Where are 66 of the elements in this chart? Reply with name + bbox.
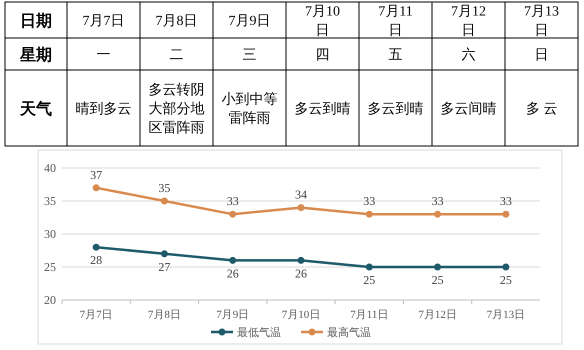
legend-label: 最高气温	[327, 326, 371, 339]
text: 多云到晴	[368, 102, 424, 117]
point	[434, 264, 442, 270]
y-tick-label: 20	[44, 293, 56, 307]
x-tick-label: 7月11日	[350, 309, 388, 321]
point	[160, 198, 168, 204]
point	[229, 256, 236, 264]
text: 7月8日	[156, 14, 198, 29]
data-label: 27	[158, 260, 170, 274]
point	[92, 244, 100, 251]
category-label: 星期	[20, 47, 52, 64]
text: 多云转阴大部分地区雷阵雨	[148, 83, 204, 136]
data-label: 25	[432, 273, 444, 287]
text: 多云间晴	[440, 102, 496, 117]
data-label: 28	[90, 253, 102, 268]
data-label: 35	[158, 181, 170, 195]
x-tick-label: 7月9日	[216, 309, 250, 321]
point	[229, 210, 236, 218]
y-tick-label: 25	[44, 260, 56, 274]
text: 7月10日	[305, 4, 340, 38]
x-tick-label: 7月7日	[80, 309, 113, 321]
point	[92, 184, 100, 192]
x-tick-label: 7月8日	[148, 309, 181, 321]
data-label: 26	[226, 266, 239, 280]
point	[502, 264, 510, 270]
text: 7月9日	[228, 14, 270, 29]
point	[298, 204, 304, 212]
text: 六	[462, 48, 476, 63]
text: 7月13日	[524, 4, 559, 38]
text: 五	[388, 48, 402, 63]
x-tick-label: 7月10日	[282, 309, 320, 321]
point	[298, 256, 304, 264]
text: 7月12日	[451, 4, 486, 38]
point	[366, 210, 373, 218]
text: 晴到多云	[76, 102, 132, 117]
text: 日	[534, 48, 548, 63]
data-label: 25	[500, 273, 512, 287]
x-tick-label: 7月13日	[486, 309, 526, 321]
point	[434, 210, 442, 218]
text: 一	[96, 48, 110, 63]
category-label: 天气	[20, 101, 52, 118]
text: 7月11日	[378, 4, 413, 38]
y-tick-label: 35	[44, 194, 56, 208]
text: 小到中等雷阵雨	[222, 92, 278, 126]
data-label: 33	[363, 194, 376, 208]
point	[160, 250, 168, 258]
text: 三	[242, 48, 256, 63]
y-tick-label: 30	[44, 227, 56, 241]
data-label: 33	[226, 194, 239, 208]
category-label: 日期	[20, 13, 52, 30]
text: 二	[170, 48, 184, 63]
text: 多云到晴	[294, 102, 350, 117]
text: 7月7日	[82, 14, 124, 29]
data-label: 26	[295, 266, 307, 280]
legend-label: 最低气温	[237, 327, 281, 339]
data-label: 33	[500, 194, 512, 208]
data-label: 33	[432, 194, 444, 208]
data-label: 25	[363, 273, 376, 287]
data-label: 37	[90, 168, 102, 182]
x-tick-label: 7月12日	[418, 309, 457, 321]
point	[502, 210, 510, 218]
data-label: 34	[295, 188, 307, 202]
y-tick-label: 40	[44, 161, 56, 175]
point	[366, 264, 373, 270]
text: 四	[316, 48, 330, 63]
text: 多 云	[526, 102, 558, 117]
